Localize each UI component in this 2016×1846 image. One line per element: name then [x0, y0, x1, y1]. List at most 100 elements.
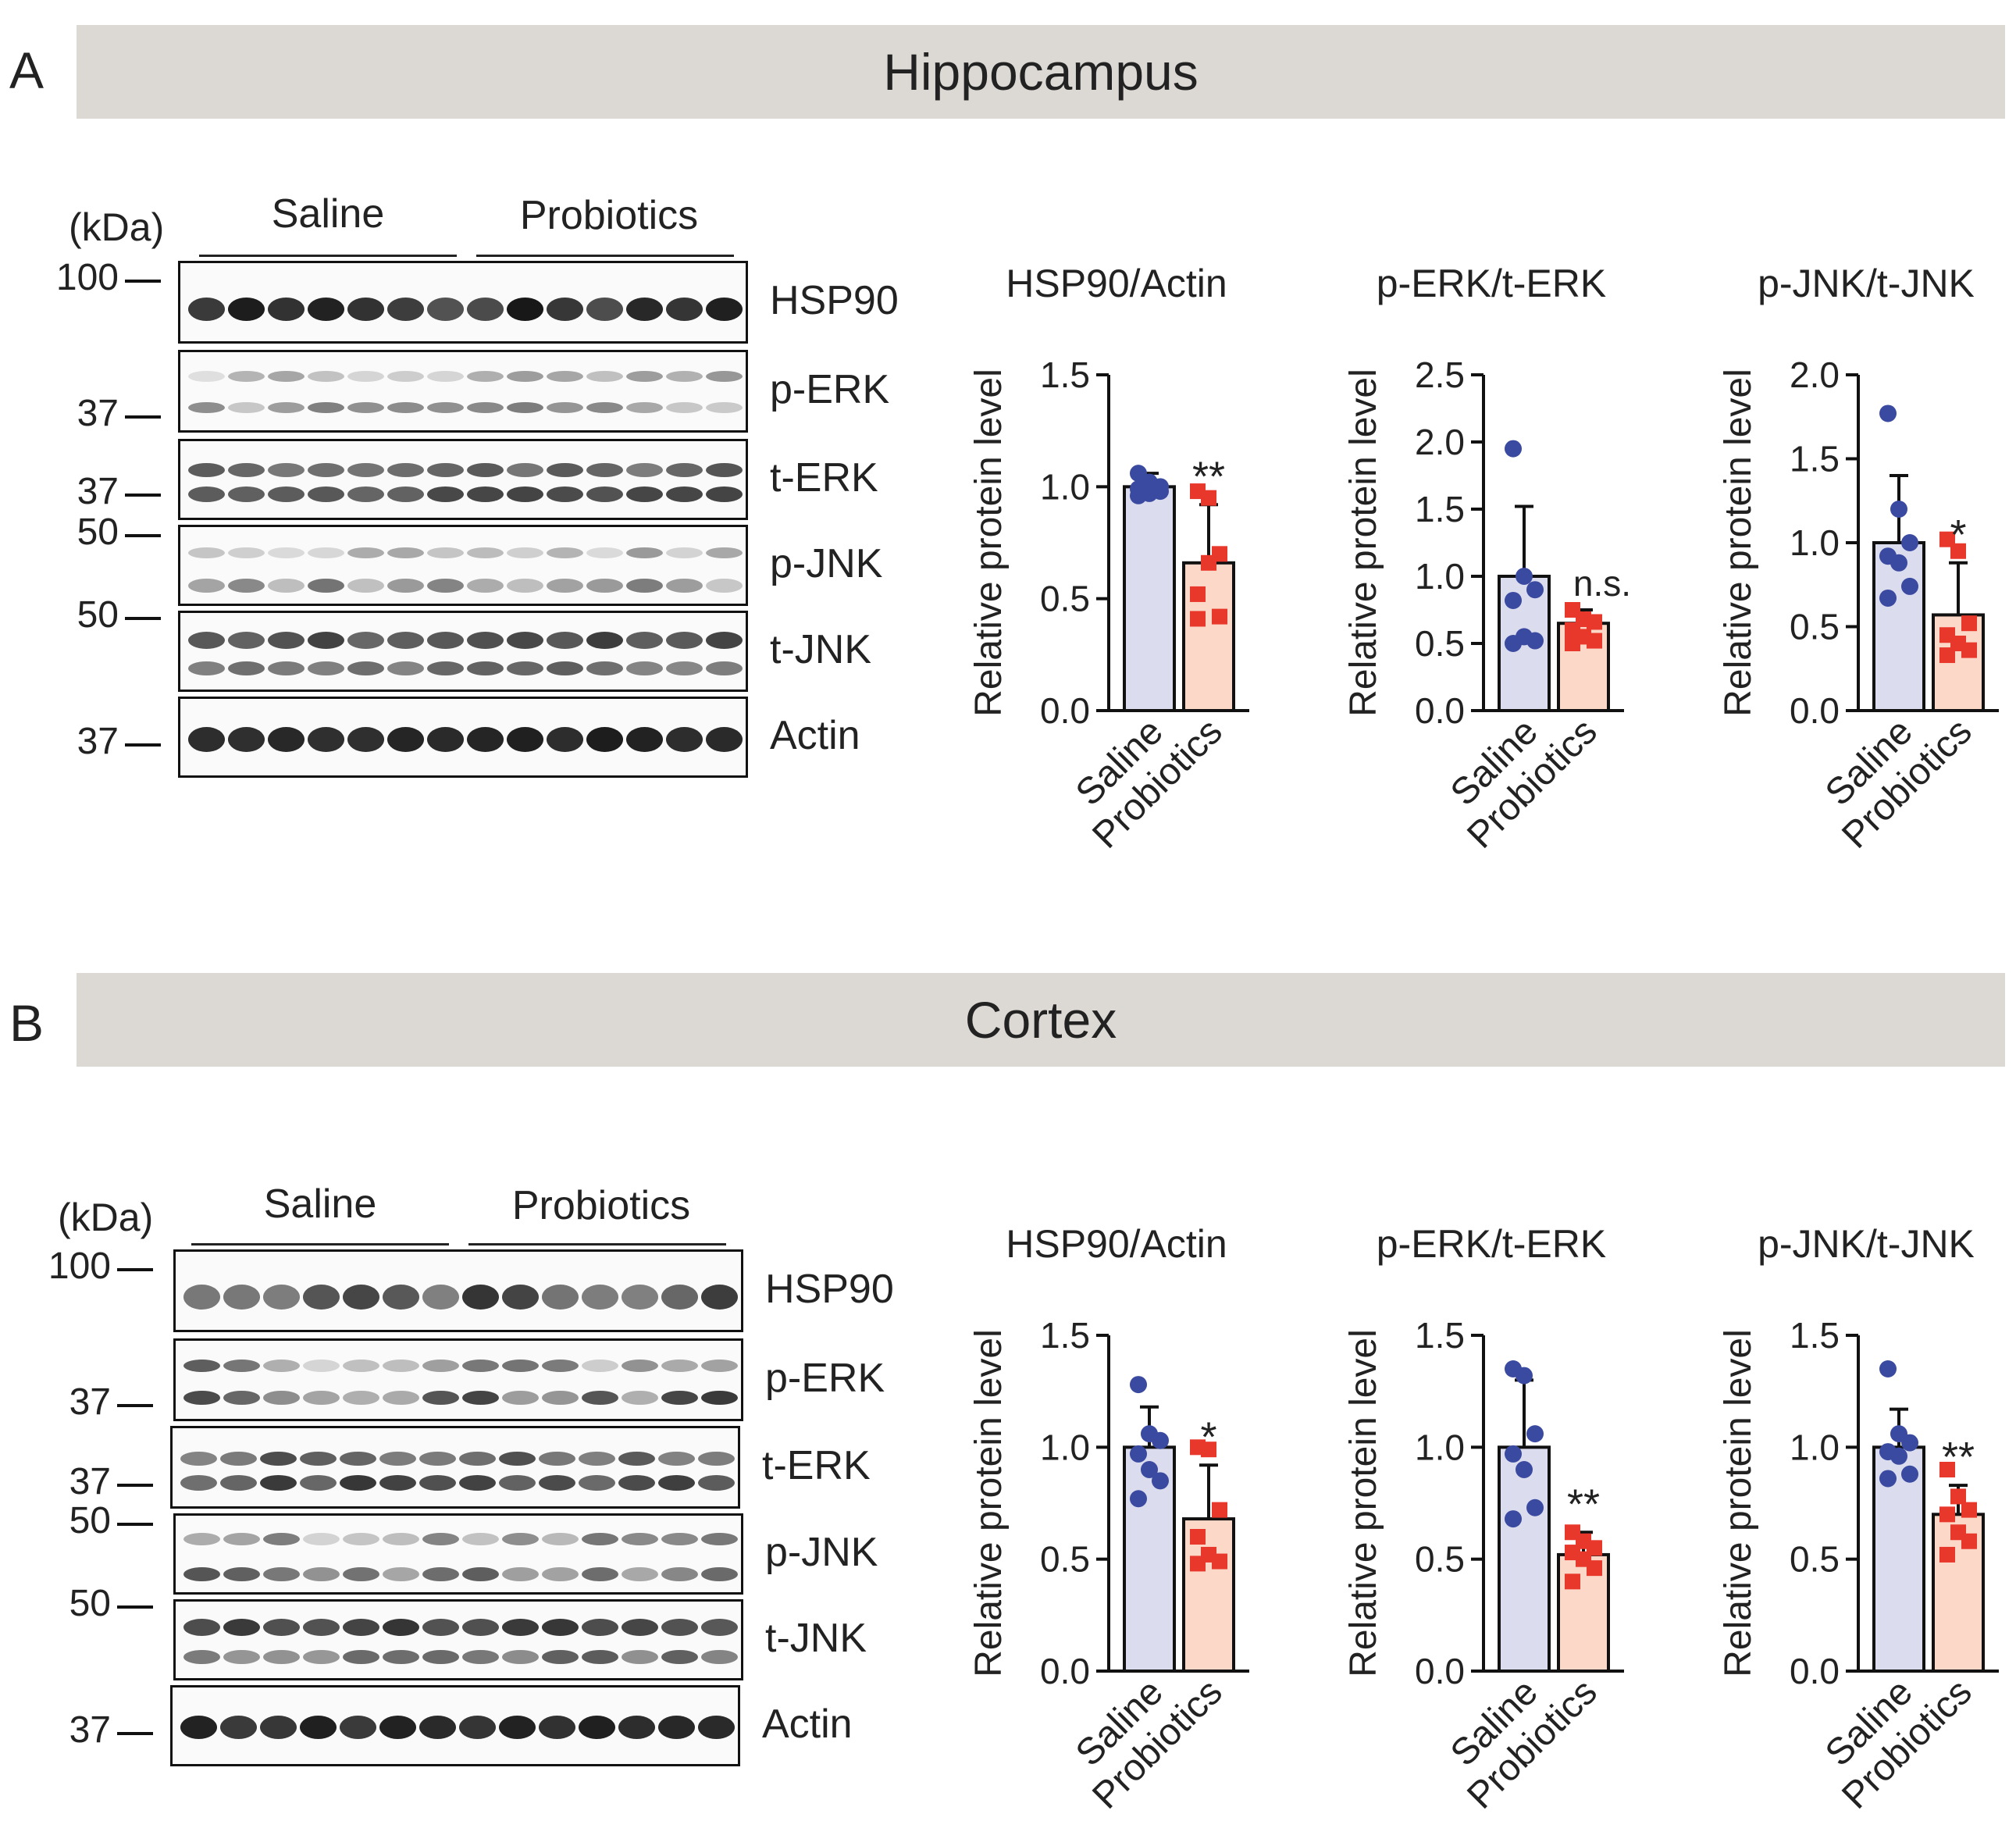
panel-b-letter: B — [9, 994, 45, 1052]
blot-band — [579, 1716, 615, 1739]
point-saline — [1141, 1461, 1158, 1478]
point-saline — [1526, 632, 1544, 650]
blot-band — [661, 1533, 698, 1545]
blot-band — [467, 486, 504, 502]
y-tick-label: 2.0 — [1415, 422, 1465, 462]
blot-band — [706, 298, 743, 321]
point-probiotics — [1950, 1488, 1966, 1505]
blot-band — [188, 547, 225, 558]
y-tick-label: 0.5 — [1415, 1539, 1465, 1580]
group-line-probiotics-a — [476, 255, 734, 257]
blot-band — [263, 1619, 300, 1636]
blot-band — [427, 371, 464, 382]
blot-label: t-JNK — [765, 1616, 867, 1661]
blot-label: p-ERK — [765, 1356, 885, 1401]
significance-label: ** — [1942, 1434, 1975, 1481]
blot-band — [347, 371, 384, 382]
blot-band — [579, 1475, 615, 1491]
blot-band — [183, 1533, 220, 1545]
blot-band — [387, 402, 424, 413]
chart-b-pjnk: p-JNK/t-JNK Relative protein level 0.0 0.5 1… — [1718, 1222, 1999, 1817]
blot-strip — [178, 525, 748, 606]
blot-band — [228, 579, 265, 593]
group-line-saline-a — [199, 255, 457, 257]
point-probiotics — [1961, 1502, 1977, 1518]
mw-marker: 37 — [69, 1709, 111, 1751]
y-tick-label: 1.0 — [1790, 522, 1840, 563]
blot-band — [263, 1650, 300, 1664]
blot-band — [626, 727, 663, 752]
blot-band — [308, 371, 344, 382]
group-label-probiotics-b: Probiotics — [511, 1183, 691, 1228]
blot-band — [422, 1619, 459, 1636]
blot-label: HSP90 — [765, 1267, 894, 1312]
blot-band — [379, 1452, 416, 1466]
blot-band — [303, 1619, 340, 1636]
point-probiotics — [1212, 608, 1227, 625]
blot-band — [586, 632, 623, 649]
blot-band — [340, 1452, 376, 1466]
chart-title: p-ERK/t-ERK — [1377, 1222, 1607, 1266]
point-saline — [1879, 404, 1897, 422]
point-probiotics — [1212, 1553, 1227, 1570]
point-saline — [1130, 1445, 1147, 1463]
blot-band — [582, 1619, 618, 1636]
y-axis-label: Relative protein level — [968, 369, 1010, 717]
blot-band — [586, 579, 623, 593]
blot-band — [582, 1285, 618, 1310]
blot-band — [542, 1567, 579, 1581]
blot-label: p-JNK — [765, 1530, 878, 1575]
blot-band — [507, 547, 543, 558]
blot-band — [547, 402, 583, 413]
point-probiotics — [1587, 633, 1602, 649]
blot-band — [188, 463, 225, 477]
blot-band — [547, 371, 583, 382]
point-probiotics — [1212, 1502, 1227, 1518]
blot-band — [582, 1533, 618, 1545]
blot-band — [459, 1716, 496, 1739]
chart-title: HSP90/Actin — [1006, 1222, 1227, 1266]
y-axis-label: Relative protein level — [968, 1329, 1010, 1677]
blot-band — [626, 579, 663, 593]
y-tick-label: 0.5 — [1790, 607, 1840, 647]
blot-band — [661, 1619, 698, 1636]
blot-band — [582, 1360, 618, 1372]
mw-marker-tick — [125, 743, 161, 747]
blot-band — [622, 1650, 658, 1664]
blot-band — [422, 1567, 459, 1581]
blot-band — [706, 402, 743, 413]
mw-marker-tick — [125, 534, 161, 537]
mw-marker: 37 — [77, 393, 119, 434]
point-saline — [1879, 589, 1897, 607]
blot-band — [582, 1650, 618, 1664]
point-probiotics — [1939, 647, 1955, 664]
mw-marker: 50 — [69, 1500, 111, 1541]
blot-label: Actin — [762, 1702, 853, 1747]
blot-band — [347, 298, 384, 321]
blot-band — [223, 1360, 260, 1372]
point-saline — [1152, 483, 1169, 501]
blot-band — [427, 486, 464, 502]
kda-label-b: (kDa) — [58, 1196, 154, 1239]
blot-band — [547, 579, 583, 593]
blot-band — [263, 1391, 300, 1405]
blot-strip — [178, 261, 748, 344]
blot-band — [427, 298, 464, 321]
blot-band — [701, 1650, 738, 1664]
blot-band — [383, 1533, 419, 1545]
blot-band — [507, 632, 543, 649]
point-probiotics — [1939, 1546, 1955, 1563]
blot-band — [387, 632, 424, 649]
blot-strip — [178, 697, 748, 778]
blot-band — [462, 1567, 499, 1581]
blot-band — [507, 579, 543, 593]
mw-marker-tick — [125, 415, 161, 419]
point-probiotics — [1939, 1462, 1955, 1477]
blot-band — [701, 1391, 738, 1405]
chart-b-hsp90: HSP90/Actin Relative protein level 0.0 0.5 1… — [968, 1222, 1249, 1817]
blot-band — [419, 1716, 456, 1739]
blot-band — [422, 1285, 459, 1310]
point-saline — [1526, 1425, 1544, 1443]
blot-band — [502, 1619, 539, 1636]
blot-band — [308, 463, 344, 477]
